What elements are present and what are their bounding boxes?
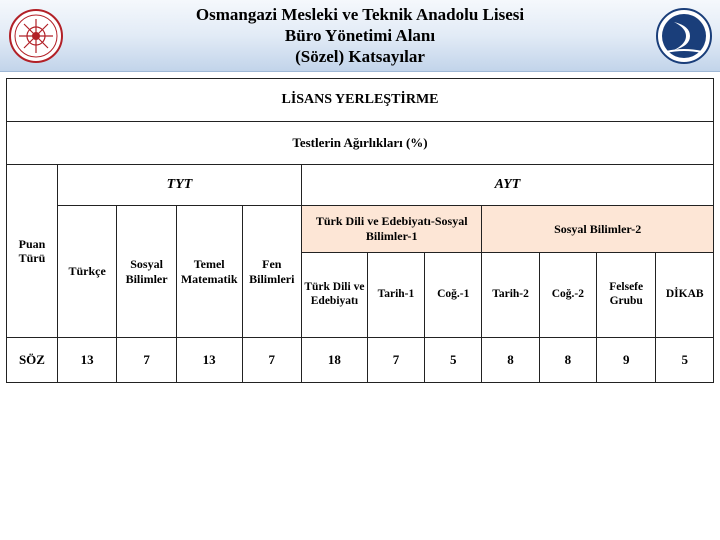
val-1: 7 bbox=[117, 338, 176, 383]
cell-ayt: AYT bbox=[302, 165, 714, 206]
col-tarih1: Tarih-1 bbox=[367, 253, 424, 338]
col-cog2: Coğ.-2 bbox=[539, 253, 596, 338]
cell-lisans: LİSANS YERLEŞTİRME bbox=[7, 79, 714, 122]
col-cog1: Coğ.-1 bbox=[425, 253, 482, 338]
coefficients-table: LİSANS YERLEŞTİRME Testlerin Ağırlıkları… bbox=[6, 78, 714, 383]
header-bar: Osmangazi Mesleki ve Teknik Anadolu Lise… bbox=[0, 0, 720, 72]
col-sosyal: Sosyal Bilimler bbox=[117, 206, 176, 338]
title-line-3: (Sözel) Katsayılar bbox=[64, 46, 656, 67]
cell-row-label: SÖZ bbox=[7, 338, 58, 383]
cell-sub-a: Türk Dili ve Edebiyatı-Sosyal Bilimler-1 bbox=[302, 206, 482, 253]
cell-tyt: TYT bbox=[57, 165, 301, 206]
row-lisans: LİSANS YERLEŞTİRME bbox=[7, 79, 714, 122]
col-matematik: Temel Matematik bbox=[176, 206, 242, 338]
col-felsefe: Felsefe Grubu bbox=[596, 253, 655, 338]
col-dikab: DİKAB bbox=[656, 253, 714, 338]
val-9: 9 bbox=[596, 338, 655, 383]
col-turkce: Türkçe bbox=[57, 206, 116, 338]
val-6: 5 bbox=[425, 338, 482, 383]
val-8: 8 bbox=[539, 338, 596, 383]
val-2: 13 bbox=[176, 338, 242, 383]
table-container: LİSANS YERLEŞTİRME Testlerin Ağırlıkları… bbox=[0, 72, 720, 389]
cell-puan-turu: Puan Türü bbox=[7, 165, 58, 338]
col-tde: Türk Dili ve Edebiyatı bbox=[302, 253, 368, 338]
logo-right bbox=[656, 8, 712, 64]
val-10: 5 bbox=[656, 338, 714, 383]
row-agirlik: Testlerin Ağırlıkları (%) bbox=[7, 122, 714, 165]
col-fen: Fen Bilimleri bbox=[242, 206, 301, 338]
cell-agirlik: Testlerin Ağırlıkları (%) bbox=[7, 122, 714, 165]
val-5: 7 bbox=[367, 338, 424, 383]
val-7: 8 bbox=[482, 338, 539, 383]
cell-sub-b: Sosyal Bilimler-2 bbox=[482, 206, 714, 253]
row-sub-headers: Türkçe Sosyal Bilimler Temel Matematik F… bbox=[7, 206, 714, 253]
logo-left bbox=[8, 8, 64, 64]
val-3: 7 bbox=[242, 338, 301, 383]
row-tyt-ayt: Puan Türü TYT AYT bbox=[7, 165, 714, 206]
title-line-2: Büro Yönetimi Alanı bbox=[64, 25, 656, 46]
title-line-1: Osmangazi Mesleki ve Teknik Anadolu Lise… bbox=[64, 4, 656, 25]
val-0: 13 bbox=[57, 338, 116, 383]
row-values: SÖZ 13 7 13 7 18 7 5 8 8 9 5 bbox=[7, 338, 714, 383]
col-tarih2: Tarih-2 bbox=[482, 253, 539, 338]
title-block: Osmangazi Mesleki ve Teknik Anadolu Lise… bbox=[64, 4, 656, 68]
val-4: 18 bbox=[302, 338, 368, 383]
